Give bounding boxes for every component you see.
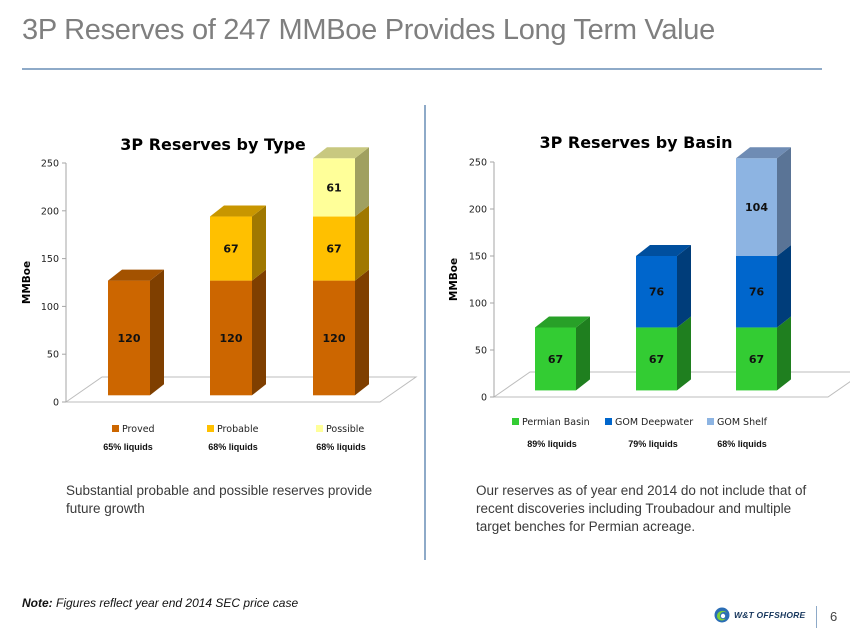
data-label: 67: [749, 353, 764, 366]
bar-segment: [636, 256, 677, 328]
chart-title: 3P Reserves by Basin: [539, 133, 732, 152]
legend-swatch: [605, 418, 612, 425]
bar-segment: [108, 280, 150, 396]
bar-side-face: [777, 245, 791, 328]
bar-side-face: [677, 316, 691, 391]
company-logo: W&T OFFSHORE: [714, 607, 805, 623]
y-tick-label: 200: [41, 206, 59, 217]
y-tick-label: 0: [53, 398, 59, 409]
legend-swatch: [512, 418, 519, 425]
data-label: 104: [745, 201, 768, 214]
legend-label: Permian Basin: [522, 417, 590, 428]
swirl-logo-icon: [714, 607, 730, 623]
y-tick-label: 250: [469, 158, 487, 169]
bar-side-face: [777, 147, 791, 256]
y-tick-label: 150: [469, 252, 487, 263]
legend-swatch: [112, 425, 119, 432]
legend-label: GOM Deepwater: [615, 417, 693, 428]
footnote-label: Note:: [22, 596, 53, 610]
bar-segment: [313, 216, 355, 281]
footnote-text: Figures reflect year end 2014 SEC price …: [52, 596, 299, 610]
bar-side-face: [777, 316, 791, 391]
bar-side-face: [252, 205, 266, 281]
chart-reserves-by-basin: 3P Reserves by Basin 0 50 100 150 200 250 MMBoe…: [448, 133, 850, 449]
legend-swatch: [316, 425, 323, 432]
data-label: 76: [649, 286, 665, 299]
legend-swatch: [207, 425, 214, 432]
data-label: 61: [326, 181, 341, 194]
data-label: 67: [223, 243, 238, 256]
legend-label: GOM Shelf: [717, 417, 768, 428]
bar-segment: [210, 216, 252, 281]
liquids-annotation: 68% liquids: [717, 439, 767, 449]
legend-label: Probable: [217, 424, 259, 435]
data-label: 67: [326, 243, 341, 256]
legend-swatch: [707, 418, 714, 425]
bar-segment: [313, 280, 355, 396]
vertical-divider: [424, 105, 426, 560]
bar-segment: [210, 280, 252, 396]
liquids-annotation: 65% liquids: [103, 442, 153, 452]
bar-top-face: [636, 245, 691, 256]
bar-segment: [736, 327, 777, 391]
data-label: 120: [323, 332, 346, 345]
bar-segment: [535, 327, 576, 391]
y-tick-label: 50: [475, 346, 487, 357]
y-axis-label: MMBoe: [21, 261, 33, 304]
left-caption: Substantial probable and possible reserv…: [66, 483, 373, 516]
chart-title: 3P Reserves by Type: [120, 135, 306, 154]
data-label: 67: [649, 353, 664, 366]
y-tick-label: 250: [41, 159, 59, 170]
bar-top-face: [210, 205, 266, 217]
bar-top-face: [535, 316, 590, 328]
liquids-annotation: 79% liquids: [628, 439, 678, 449]
bar-side-face: [355, 269, 369, 396]
bar-side-face: [355, 205, 369, 281]
bar-side-face: [576, 316, 590, 391]
bar-segment: [736, 158, 777, 256]
liquids-annotation: 68% liquids: [316, 442, 366, 452]
y-tick-label: 100: [41, 302, 59, 313]
legend-label: Possible: [326, 424, 364, 435]
bar-top-face: [313, 147, 369, 159]
page-number: 6: [830, 609, 838, 624]
y-tick-label: 150: [41, 254, 59, 265]
data-label: 67: [548, 353, 563, 366]
y-tick-label: 50: [47, 350, 59, 361]
liquids-annotation: 89% liquids: [527, 439, 577, 449]
bar-side-face: [252, 269, 266, 396]
slide-title: 3P Reserves of 247 MMBoe Provides Long T…: [22, 14, 715, 46]
liquids-annotation: 68% liquids: [208, 442, 258, 452]
bar-side-face: [355, 147, 369, 217]
footnote: Note: Figures reflect year end 2014 SEC …: [22, 596, 298, 610]
bar-side-face: [150, 269, 164, 396]
data-label: 76: [749, 286, 765, 299]
bar-top-face: [108, 269, 164, 281]
y-axis-label: MMBoe: [448, 258, 460, 301]
chart-reserves-by-type: 3P Reserves by Type 0 50 100 150 200 250 MMBoe 1…: [21, 135, 418, 452]
legend-label: Proved: [122, 424, 155, 435]
right-caption: Our reserves as of year end 2014 do not …: [476, 483, 807, 534]
data-label: 120: [220, 332, 243, 345]
bar-side-face: [677, 245, 691, 328]
y-tick-label: 200: [469, 205, 487, 216]
bar-segment: [313, 158, 355, 217]
y-tick-label: 100: [469, 299, 487, 310]
bar-segment: [736, 256, 777, 328]
footer-divider: [816, 606, 817, 628]
logo-wordmark: W&T OFFSHORE: [734, 610, 806, 620]
title-underline: [22, 68, 822, 70]
data-label: 120: [118, 332, 141, 345]
bar-top-face: [736, 147, 791, 159]
y-tick-label: 0: [481, 393, 487, 404]
bar-segment: [636, 327, 677, 391]
